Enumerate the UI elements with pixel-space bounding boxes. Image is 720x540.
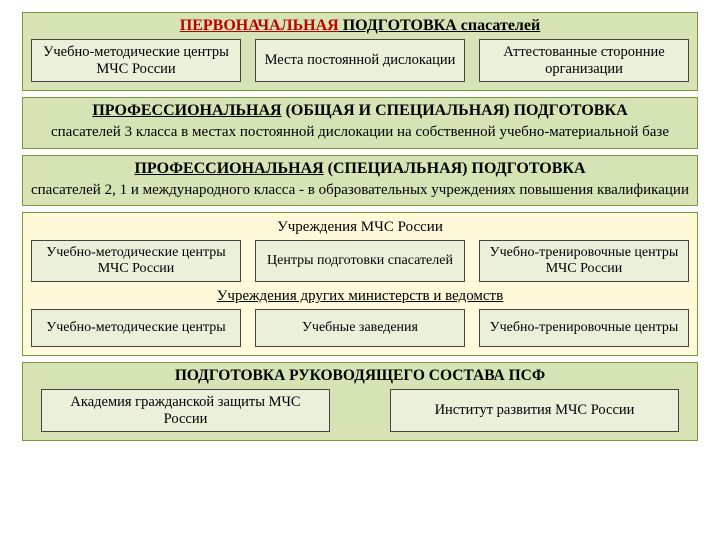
band-leadership: ПОДГОТОВКА РУКОВОДЯЩЕГО СОСТАВА ПСФ Акад… xyxy=(22,362,698,441)
band-initial-training: ПЕРВОНАЧАЛЬНАЯ ПОДГОТОВКА спасателей Уче… xyxy=(22,12,698,91)
content-box: Учебно-тренировочные центры МЧС России xyxy=(479,240,689,282)
content-box: Академия гражданской защиты МЧС России xyxy=(41,389,330,432)
band3-head-rest: (СПЕЦИАЛЬНАЯ) ПОДГОТОВКА xyxy=(324,160,586,177)
content-box: Учебные заведения xyxy=(255,309,465,347)
band-institutions: Учреждения МЧС России Учебно-методически… xyxy=(22,212,698,356)
band5-row: Академия гражданской защиты МЧС России Ин… xyxy=(31,389,689,432)
content-box: Места постоянной дислокации xyxy=(255,39,465,82)
band-prof-special: ПРОФЕССИОНАЛЬНАЯ (СПЕЦИАЛЬНАЯ) ПОДГОТОВК… xyxy=(22,155,698,206)
band2-sub: спасателей 3 класса в местах постоянной … xyxy=(31,124,689,141)
band1-head: ПЕРВОНАЧАЛЬНАЯ ПОДГОТОВКА спасателей xyxy=(31,17,689,35)
content-box: Институт развития МЧС России xyxy=(390,389,679,432)
band2-head-u: ПРОФЕССИОНАЛЬНАЯ xyxy=(92,102,281,119)
content-box: Учебно-тренировочные центры xyxy=(479,309,689,347)
content-box: Учебно-методические центры МЧС России xyxy=(31,39,241,82)
band2-head-rest: (ОБЩАЯ И СПЕЦИАЛЬНАЯ) ПОДГОТОВКА xyxy=(282,102,628,119)
band1-head-rest: ПОДГОТОВКА спасателей xyxy=(339,17,541,34)
band-prof-general: ПРОФЕССИОНАЛЬНАЯ (ОБЩАЯ И СПЕЦИАЛЬНАЯ) П… xyxy=(22,97,698,148)
band2-head: ПРОФЕССИОНАЛЬНАЯ (ОБЩАЯ И СПЕЦИАЛЬНАЯ) П… xyxy=(31,102,689,120)
band4-row2: Учебно-методические центры Учебные заведе… xyxy=(31,309,689,347)
band4-label2: Учреждения других министерств и ведомств xyxy=(31,288,689,305)
content-box: Центры подготовки спасателей xyxy=(255,240,465,282)
band1-head-red: ПЕРВОНАЧАЛЬНАЯ xyxy=(180,17,339,34)
band3-head-u: ПРОФЕССИОНАЛЬНАЯ xyxy=(134,160,323,177)
band4-label1: Учреждения МЧС России xyxy=(31,219,689,236)
band1-row: Учебно-методические центры МЧС России Мес… xyxy=(31,39,689,82)
band3-head: ПРОФЕССИОНАЛЬНАЯ (СПЕЦИАЛЬНАЯ) ПОДГОТОВК… xyxy=(31,160,689,178)
content-box: Учебно-методические центры МЧС России xyxy=(31,240,241,282)
content-box: Аттестованные сторонние организации xyxy=(479,39,689,82)
content-box: Учебно-методические центры xyxy=(31,309,241,347)
band4-row1: Учебно-методические центры МЧС России Цен… xyxy=(31,240,689,282)
band3-sub: спасателей 2, 1 и международного класса … xyxy=(31,182,689,199)
diagram-root: ПЕРВОНАЧАЛЬНАЯ ПОДГОТОВКА спасателей Уче… xyxy=(0,0,720,540)
band5-head: ПОДГОТОВКА РУКОВОДЯЩЕГО СОСТАВА ПСФ xyxy=(31,367,689,385)
